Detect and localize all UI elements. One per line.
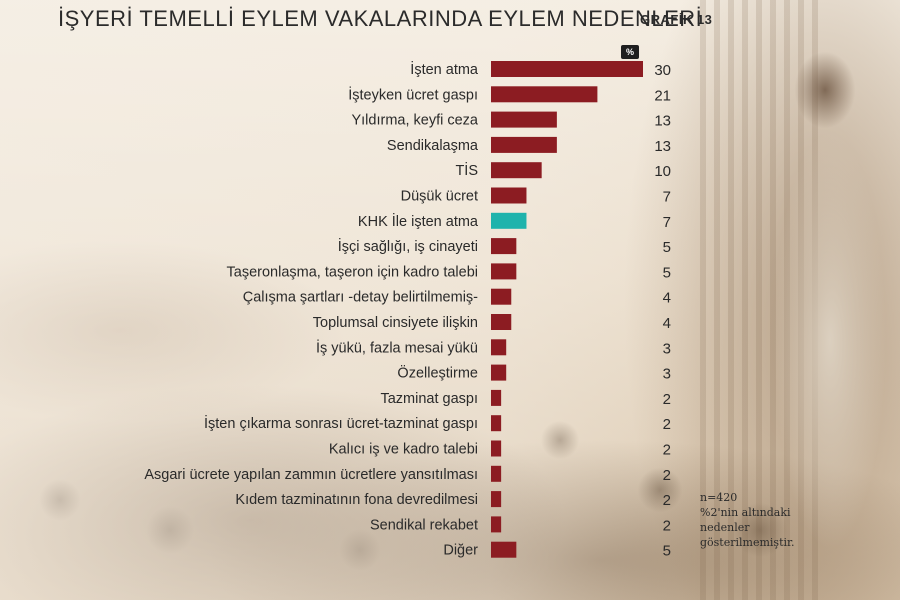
category-label: Kalıcı iş ve kadro talebi: [329, 442, 478, 458]
chart-title: İŞYERİ TEMELLİ EYLEM VAKALARINDA EYLEM N…: [58, 6, 703, 31]
value-label: 7: [663, 214, 671, 231]
unit-badge: %: [621, 45, 639, 59]
bar: [491, 111, 557, 128]
category-label: İşten çıkarma sonrası ücret-tazminat gas…: [204, 414, 478, 432]
value-label: 4: [663, 315, 671, 332]
bar: [491, 415, 502, 432]
bar: [491, 440, 502, 457]
chart-note: n=420 %2'nin altındaki nedenler gösteril…: [700, 490, 830, 550]
category-label: Taşeronlaşma, taşeron için kadro talebi: [227, 264, 478, 280]
bar: [491, 364, 507, 381]
value-label: 10: [654, 163, 671, 180]
value-label: 5: [663, 239, 671, 256]
note-line: gösterilmemiştir.: [700, 536, 795, 549]
category-label: Çalışma şartları -detay belirtilmemiş-: [243, 290, 478, 306]
category-label: TİS: [455, 161, 478, 179]
value-label: 2: [663, 416, 671, 433]
value-label: 13: [654, 138, 671, 155]
value-label: 2: [663, 492, 671, 509]
bar: [491, 465, 502, 482]
bar: [491, 491, 502, 508]
value-label: 3: [663, 366, 671, 383]
value-label: 3: [663, 340, 671, 357]
value-label: 4: [663, 290, 671, 307]
note-line: %2'nin altındaki: [700, 506, 791, 519]
category-label: KHK İle işten atma: [358, 212, 479, 230]
bar: [491, 541, 517, 558]
bar: [491, 263, 517, 280]
bar: [491, 389, 502, 406]
category-label: Asgari ücrete yapılan zammın ücretlere y…: [144, 467, 478, 483]
category-label: Özelleştirme: [397, 364, 478, 382]
category-label: Sendikalaşma: [387, 138, 479, 154]
bar: [491, 61, 643, 77]
value-label: 30: [654, 62, 671, 79]
bar: [491, 314, 512, 330]
value-label: 13: [654, 113, 671, 130]
bar: [491, 212, 527, 229]
note-line: nedenler: [700, 521, 750, 534]
bar: [491, 136, 557, 153]
category-label: Düşük ücret: [401, 189, 478, 205]
value-label: 5: [663, 543, 671, 560]
value-label: 2: [663, 517, 671, 534]
category-label: Yıldırma, keyfi ceza: [351, 113, 478, 129]
category-label: Sendikal rekabet: [370, 517, 478, 533]
category-label: Tazminat gaspı: [380, 391, 478, 407]
value-label: 7: [663, 189, 671, 206]
category-label: İşçi sağlığı, iş cinayeti: [338, 237, 478, 255]
background-figure: [750, 20, 890, 600]
category-label: İşten atma: [410, 60, 479, 78]
value-label: 2: [663, 391, 671, 408]
category-label: İşteyken ücret gaspı: [348, 85, 478, 103]
bar: [491, 339, 507, 356]
bar: [491, 187, 527, 204]
figure-tag: GRAFİK 13: [640, 12, 713, 27]
note-line: n=420: [700, 491, 738, 504]
value-label: 5: [663, 264, 671, 281]
bar: [491, 516, 502, 533]
bar: [491, 86, 598, 103]
value-label: 2: [663, 467, 671, 484]
category-label: Kıdem tazminatının fona devredilmesi: [235, 492, 478, 508]
value-label: 21: [654, 87, 671, 104]
category-label: İş yükü, fazla mesai yükü: [316, 338, 478, 356]
value-label: 2: [663, 442, 671, 459]
category-label: Diğer: [443, 543, 478, 559]
bar: [491, 162, 542, 179]
bar: [491, 288, 512, 305]
category-label: Toplumsal cinsiyete ilişkin: [313, 315, 478, 331]
bar: [491, 238, 517, 255]
